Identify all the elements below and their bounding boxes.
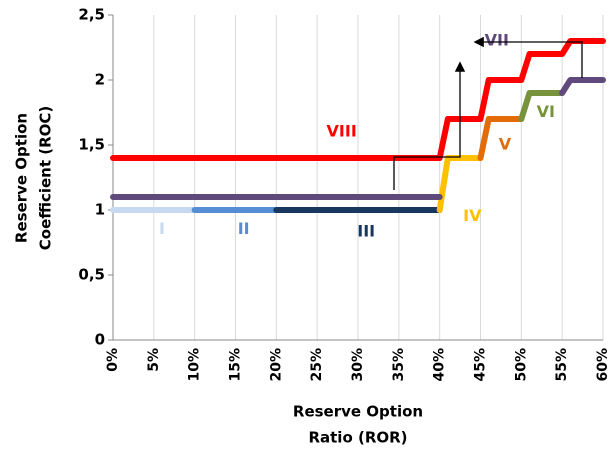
series-label: V [499,135,512,154]
x-tick-label: 35% [391,348,407,382]
arrow [473,36,583,78]
y-tick-label: 2 [95,71,105,89]
x-tick-label: 10% [187,348,203,382]
x-tick-label: 30% [350,348,366,382]
x-tick-label: 15% [228,348,244,382]
y-axis-label: Coefficient (ROC) [37,106,55,251]
y-tick-label: 1 [95,201,105,219]
arrow [393,61,466,190]
x-tick-label: 0% [105,348,121,372]
series-label: II [238,219,250,238]
x-tick-label: 25% [309,348,325,382]
series-label: I [159,219,165,238]
series-line [110,77,606,200]
x-tick-label: 60% [595,348,611,382]
x-tick-label: 55% [554,348,570,382]
y-tick-label: 0 [95,331,105,349]
plot-area: 0% 5% 10% 15% 20% 25% 30% 35% 40% 45% 50% 55% 60% 0 0,… [78,6,611,382]
series-label: IV [463,206,482,225]
series-label: VII [485,31,509,50]
x-tick-label: 40% [432,348,448,382]
x-tick-label: 20% [268,348,284,382]
x-tick-label: 5% [146,348,162,372]
series-line [477,116,525,161]
series-line [110,38,606,161]
x-axis-label: Reserve Option [293,403,423,421]
y-tick-label: 1,5 [78,136,105,154]
series-label: VIII [327,122,357,141]
x-tick-label: 45% [473,348,489,382]
x-tick-label: 50% [513,348,529,382]
series-label: VI [537,102,555,121]
y-tick-label: 2,5 [78,6,105,24]
series-line [518,90,566,122]
series-label: III [357,222,375,241]
x-axis-label: Ratio (ROR) [308,429,407,447]
series-line [436,155,484,213]
y-tick-label: 0,5 [78,266,105,284]
y-axis-label: Reserve Option [13,113,31,243]
